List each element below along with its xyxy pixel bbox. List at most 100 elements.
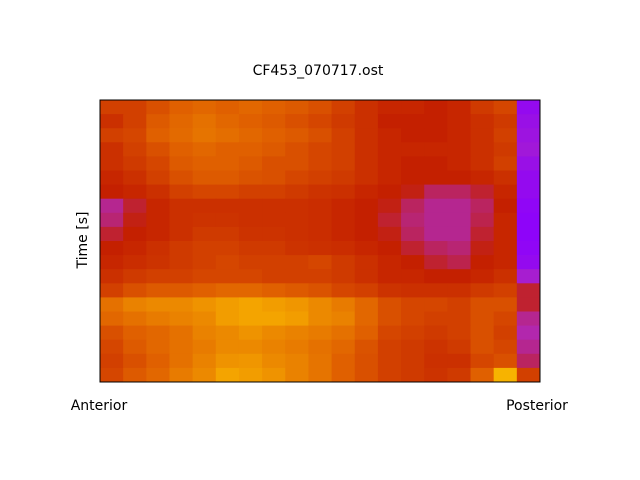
heatmap-cell <box>493 339 518 355</box>
heatmap-cell <box>354 353 379 369</box>
heatmap-cell <box>377 226 402 242</box>
heatmap-cell <box>447 269 472 284</box>
heatmap-cell <box>377 114 402 129</box>
heatmap-cell <box>169 367 194 383</box>
heatmap-cell <box>424 212 448 228</box>
heatmap-cell <box>516 255 541 270</box>
heatmap-cell <box>401 353 425 369</box>
heatmap-cell <box>516 241 541 256</box>
heatmap-cell <box>377 212 402 228</box>
heatmap-cell <box>470 283 495 298</box>
heatmap-cell <box>146 142 170 157</box>
heatmap-cell <box>215 226 240 242</box>
heatmap-cell <box>238 311 263 327</box>
heatmap-cell <box>447 325 472 341</box>
heatmap-cell <box>100 325 124 341</box>
heatmap-cell <box>285 184 309 200</box>
heatmap-cell <box>146 156 170 171</box>
heatmap-cell <box>146 184 170 200</box>
heatmap-cell <box>516 170 541 186</box>
heatmap-cell <box>308 170 333 186</box>
heatmap-cell <box>447 156 472 171</box>
heatmap-cell <box>262 128 286 143</box>
heatmap-cell <box>262 325 286 341</box>
heatmap-cell <box>401 142 425 157</box>
heatmap-cell <box>331 353 356 369</box>
heatmap-cell <box>215 339 240 355</box>
heatmap-cell <box>146 241 170 256</box>
heatmap-cell <box>470 255 495 270</box>
heatmap-cell <box>238 212 263 228</box>
heatmap-cell <box>493 128 518 143</box>
heatmap-cell <box>308 367 333 383</box>
heatmap-cell <box>238 241 263 256</box>
heatmap-cell <box>262 269 286 284</box>
heatmap-cell <box>424 241 448 256</box>
heatmap-cell <box>493 325 518 341</box>
heatmap-cell <box>100 367 124 383</box>
heatmap-cell <box>123 170 147 186</box>
heatmap-cell <box>516 339 541 355</box>
heatmap-cell <box>331 226 356 242</box>
heatmap-cell <box>401 241 425 256</box>
heatmap-cell <box>192 142 217 157</box>
heatmap-cell <box>285 311 309 327</box>
heatmap-cell <box>447 142 472 157</box>
heatmap-cell <box>192 198 217 214</box>
heatmap-cell <box>377 255 402 270</box>
heatmap-cell <box>377 367 402 383</box>
heatmap-cell <box>424 114 448 129</box>
heatmap-cell <box>100 142 124 157</box>
heatmap-cell <box>100 212 124 228</box>
heatmap-cell <box>401 114 425 129</box>
heatmap-cell <box>401 198 425 214</box>
heatmap-cell <box>146 353 170 369</box>
heatmap-cell <box>192 339 217 355</box>
heatmap-cell <box>470 269 495 284</box>
heatmap-cell <box>169 269 194 284</box>
heatmap-cell <box>470 128 495 143</box>
heatmap-cell <box>285 339 309 355</box>
heatmap-cell <box>308 255 333 270</box>
heatmap-cell <box>331 128 356 143</box>
heatmap-cell <box>493 367 518 383</box>
heatmap-cell <box>470 325 495 341</box>
heatmap-cell <box>262 198 286 214</box>
heatmap-cell <box>100 170 124 186</box>
heatmap-cell <box>354 212 379 228</box>
heatmap-cell <box>354 297 379 312</box>
heatmap-cell <box>516 353 541 369</box>
heatmap-cell <box>447 339 472 355</box>
heatmap-cell <box>308 156 333 171</box>
heatmap-cell <box>447 212 472 228</box>
heatmap-cell <box>169 325 194 341</box>
heatmap-cell <box>401 283 425 298</box>
heatmap-cell <box>424 269 448 284</box>
heatmap-cell <box>169 170 194 186</box>
heatmap-cell <box>146 226 170 242</box>
heatmap-cell <box>354 184 379 200</box>
heatmap-cell <box>401 212 425 228</box>
heatmap-cell <box>493 353 518 369</box>
heatmap-cell <box>123 128 147 143</box>
heatmap-cell <box>424 170 448 186</box>
heatmap-cell <box>238 297 263 312</box>
heatmap-cell <box>354 114 379 129</box>
heatmap-cell <box>470 367 495 383</box>
heatmap-cell <box>493 212 518 228</box>
heatmap-cell <box>238 283 263 298</box>
heatmap-cell <box>285 241 309 256</box>
heatmap-cell <box>377 100 402 115</box>
heatmap-cell <box>123 241 147 256</box>
heatmap-cell <box>470 156 495 171</box>
heatmap-cell <box>238 156 263 171</box>
heatmap-cell <box>192 100 217 115</box>
heatmap-cell <box>470 142 495 157</box>
heatmap-cell <box>215 156 240 171</box>
heatmap <box>100 100 541 383</box>
heatmap-cell <box>516 311 541 327</box>
heatmap-cell <box>238 367 263 383</box>
heatmap-cell <box>123 212 147 228</box>
heatmap-cell <box>470 353 495 369</box>
heatmap-cell <box>192 269 217 284</box>
